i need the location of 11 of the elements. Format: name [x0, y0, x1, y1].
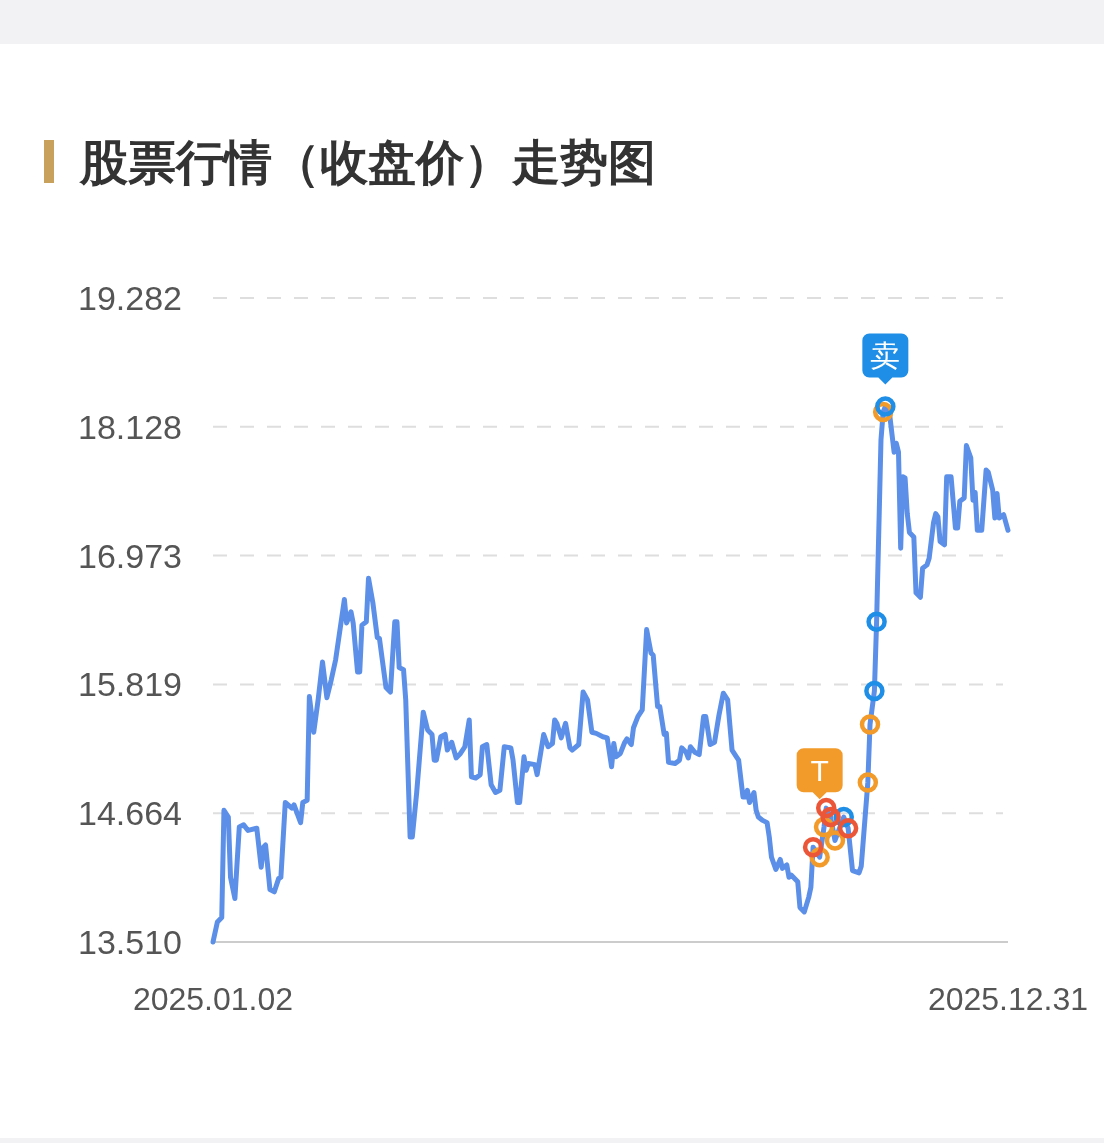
chart-title: 股票行情（收盘价）走势图 — [80, 135, 656, 189]
annotation: 卖 — [870, 338, 901, 372]
annotation: T — [810, 753, 829, 787]
y-tick-label: 14.664 — [78, 794, 182, 833]
y-tick-label: 13.510 — [78, 923, 182, 961]
y-tick-label: 15.819 — [78, 665, 182, 704]
x-tick-label: 2025.12.31 — [927, 981, 1089, 1017]
x-tick-label: 2025.01.02 — [132, 981, 294, 1017]
y-tick-label: 16.973 — [78, 536, 182, 575]
y-tick-label: 18.128 — [78, 407, 182, 446]
y-tick-label: 19.282 — [78, 279, 182, 317]
